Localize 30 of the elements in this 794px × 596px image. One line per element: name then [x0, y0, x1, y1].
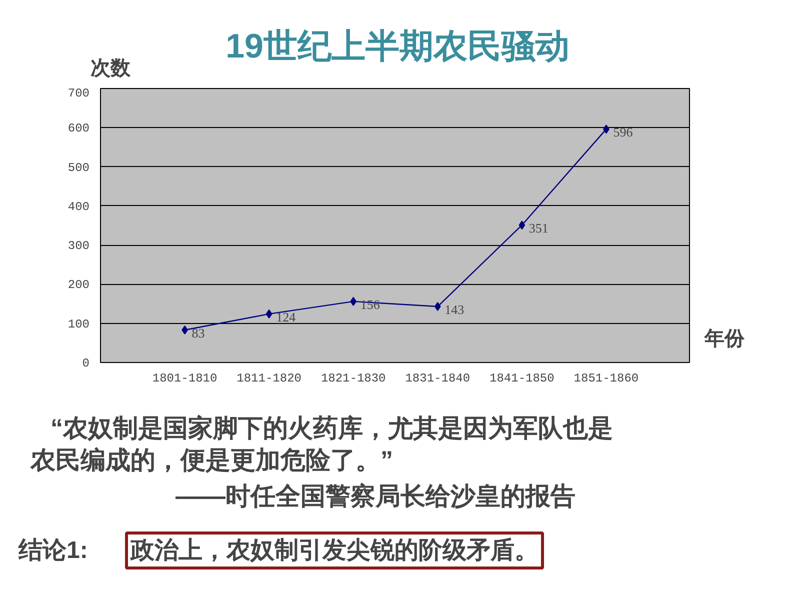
chart-title: 19世纪上半期农民骚动 [226, 28, 570, 66]
data-label: 143 [444, 302, 464, 318]
x-tick-label: 1811-1820 [236, 372, 302, 386]
data-label: 83 [192, 326, 205, 341]
y-tick-label: 600 [68, 122, 90, 136]
y-tick-label: 400 [68, 200, 90, 214]
x-tick-label: 1801-1810 [152, 372, 218, 386]
text: 政治上，农奴制引发尖锐的阶级矛盾。 [130, 537, 538, 564]
data-label: 596 [613, 124, 634, 140]
data-label: 124 [276, 309, 296, 324]
point [266, 309, 272, 318]
y-tick-label: 0 [82, 356, 90, 370]
x-tick-label: 1821-1830 [320, 372, 386, 386]
text: 结论1: [18, 537, 88, 564]
y-axis-title: 次数 [90, 58, 132, 80]
text: ——时任全国警察局长给沙皇的报告 [176, 482, 576, 510]
x-tick-label: 1831-1840 [405, 372, 470, 386]
y-tick-label: 500 [68, 160, 90, 175]
point [350, 296, 357, 306]
x-tick-label: 1841-1850 [490, 372, 554, 386]
y-tick-label: 100 [68, 317, 90, 332]
y-tick-label: 300 [68, 239, 90, 254]
x-tick-label: 1851-1860 [574, 372, 639, 386]
text: “农奴制是国家脚下的火药库，尤其是因为军队也是农民编成的，便是更加危险了。” [30, 414, 613, 474]
data-label: 351 [528, 220, 548, 236]
x-axis-title: 年份 [704, 328, 746, 350]
point [434, 302, 441, 312]
point [518, 220, 526, 230]
y-tick-label: 200 [68, 278, 90, 292]
y-tick-label: 700 [68, 86, 90, 100]
